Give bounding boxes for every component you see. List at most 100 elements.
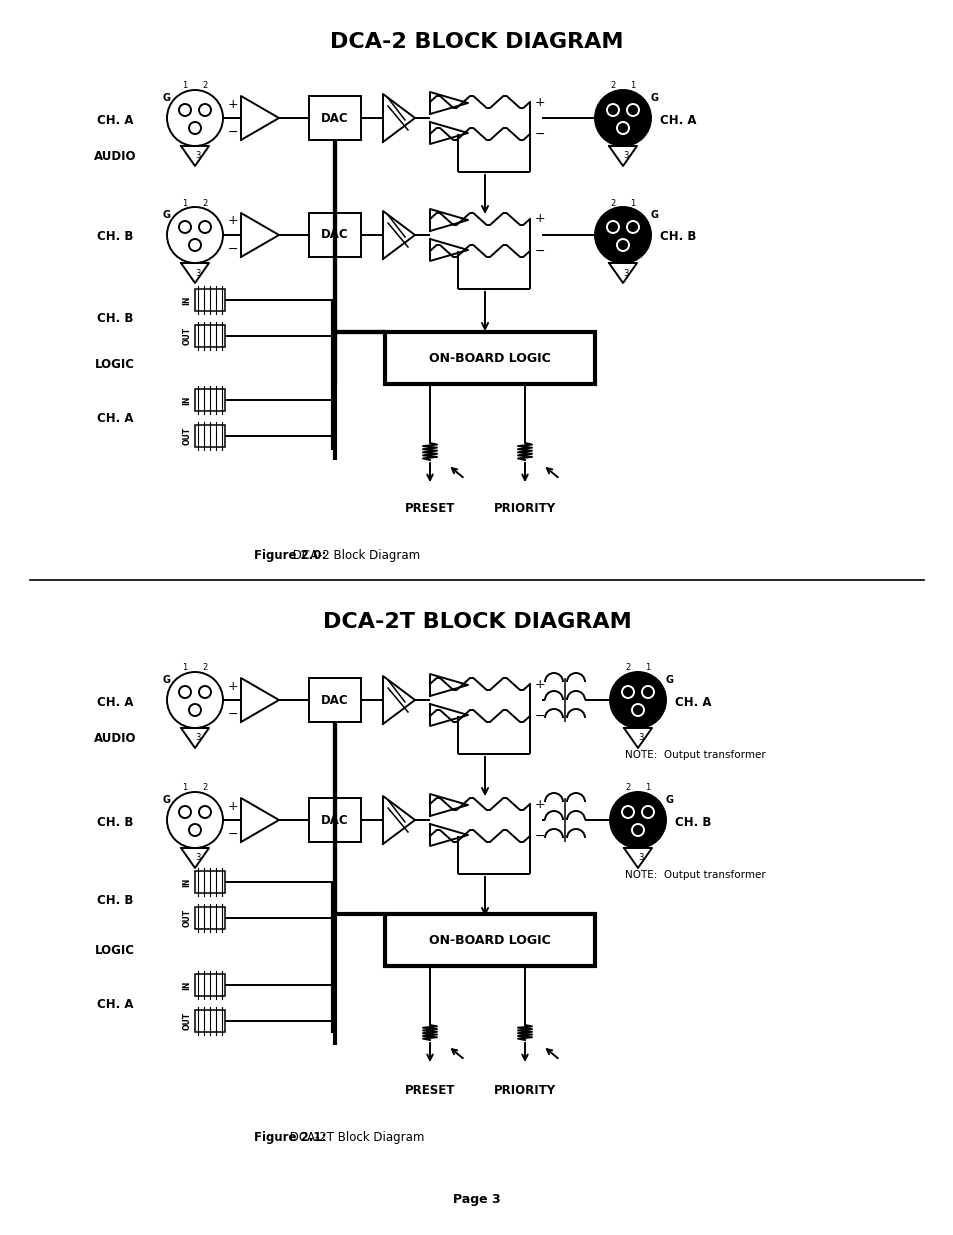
Text: CH. B: CH. B <box>96 893 133 906</box>
Circle shape <box>179 806 191 818</box>
Text: G: G <box>163 676 171 685</box>
Text: LOGIC: LOGIC <box>95 358 135 372</box>
Bar <box>194 974 225 995</box>
Text: Figure 2.1:: Figure 2.1: <box>253 1131 326 1145</box>
Circle shape <box>631 824 643 836</box>
Circle shape <box>617 240 628 251</box>
Bar <box>194 871 225 893</box>
Circle shape <box>621 806 634 818</box>
Circle shape <box>167 90 223 146</box>
Text: PRESET: PRESET <box>404 501 455 515</box>
Text: 2: 2 <box>202 783 208 793</box>
Bar <box>194 1010 225 1032</box>
Text: −: − <box>535 127 545 141</box>
Text: 1: 1 <box>182 199 188 207</box>
Text: 3: 3 <box>195 268 200 278</box>
Text: 3: 3 <box>622 268 628 278</box>
Text: −: − <box>535 830 545 842</box>
Text: −: − <box>535 245 545 258</box>
Text: −: − <box>228 126 238 138</box>
Circle shape <box>167 207 223 263</box>
Text: 2: 2 <box>610 82 615 90</box>
Text: G: G <box>650 210 659 220</box>
Text: LOGIC: LOGIC <box>95 944 135 956</box>
Text: +: + <box>228 679 238 693</box>
Text: IN: IN <box>182 981 192 989</box>
Text: OUT: OUT <box>182 1011 192 1030</box>
Text: CH. A: CH. A <box>659 114 696 126</box>
Circle shape <box>167 792 223 848</box>
Bar <box>194 389 225 411</box>
Text: 2: 2 <box>610 199 615 207</box>
Text: DAC: DAC <box>321 694 349 706</box>
Text: DCA-2 Block Diagram: DCA-2 Block Diagram <box>289 548 420 562</box>
Circle shape <box>189 240 201 251</box>
Text: DAC: DAC <box>321 228 349 242</box>
Circle shape <box>609 792 665 848</box>
Text: −: − <box>228 242 238 256</box>
Text: 1: 1 <box>644 783 650 793</box>
Bar <box>309 678 360 722</box>
Text: +: + <box>534 95 545 109</box>
Text: −: − <box>228 708 238 720</box>
Text: ON-BOARD LOGIC: ON-BOARD LOGIC <box>429 352 550 364</box>
Bar <box>194 325 225 347</box>
Circle shape <box>199 685 211 698</box>
Text: Figure 2.0:: Figure 2.0: <box>253 548 326 562</box>
Text: +: + <box>534 798 545 810</box>
Text: +: + <box>534 212 545 226</box>
Circle shape <box>621 685 634 698</box>
Text: G: G <box>163 210 171 220</box>
Text: 3: 3 <box>195 734 200 742</box>
Text: DCA-2T BLOCK DIAGRAM: DCA-2T BLOCK DIAGRAM <box>322 613 631 632</box>
Text: CH. B: CH. B <box>96 815 133 829</box>
Text: 2: 2 <box>202 199 208 207</box>
Text: 1: 1 <box>182 663 188 673</box>
Text: G: G <box>665 795 673 805</box>
Text: PRIORITY: PRIORITY <box>494 501 556 515</box>
Circle shape <box>609 672 665 727</box>
Text: CH. B: CH. B <box>674 815 710 829</box>
Text: 2: 2 <box>202 82 208 90</box>
Text: −: − <box>535 709 545 722</box>
Text: 2: 2 <box>625 783 630 793</box>
Bar <box>385 332 595 384</box>
Circle shape <box>626 104 639 116</box>
Text: PRESET: PRESET <box>404 1083 455 1097</box>
Text: CH. A: CH. A <box>96 114 133 126</box>
Text: IN: IN <box>182 395 192 405</box>
Text: PRIORITY: PRIORITY <box>494 1083 556 1097</box>
Text: +: + <box>228 799 238 813</box>
Text: AUDIO: AUDIO <box>93 149 136 163</box>
Circle shape <box>189 704 201 716</box>
Text: G: G <box>650 93 659 103</box>
Circle shape <box>179 104 191 116</box>
Circle shape <box>606 104 618 116</box>
Text: G: G <box>665 676 673 685</box>
Text: 3: 3 <box>622 152 628 161</box>
Circle shape <box>179 685 191 698</box>
Text: CH. A: CH. A <box>96 695 133 709</box>
Text: ON-BOARD LOGIC: ON-BOARD LOGIC <box>429 934 550 946</box>
Circle shape <box>641 806 654 818</box>
Circle shape <box>617 122 628 135</box>
Text: DCA-2T Block Diagram: DCA-2T Block Diagram <box>286 1131 424 1145</box>
Circle shape <box>199 104 211 116</box>
Text: NOTE:  Output transformer: NOTE: Output transformer <box>624 869 765 881</box>
Text: 2: 2 <box>625 663 630 673</box>
Text: 3: 3 <box>638 734 643 742</box>
Bar <box>194 425 225 447</box>
Text: OUT: OUT <box>182 327 192 345</box>
Text: 2: 2 <box>202 663 208 673</box>
Text: CH. B: CH. B <box>659 231 696 243</box>
Text: +: + <box>228 215 238 227</box>
Text: 1: 1 <box>630 82 635 90</box>
Text: DAC: DAC <box>321 111 349 125</box>
Text: 1: 1 <box>644 663 650 673</box>
Text: −: − <box>228 827 238 841</box>
Bar <box>309 96 360 140</box>
Text: CH. A: CH. A <box>674 695 711 709</box>
Text: CH. B: CH. B <box>96 231 133 243</box>
Text: Page 3: Page 3 <box>453 1193 500 1207</box>
Text: 1: 1 <box>630 199 635 207</box>
